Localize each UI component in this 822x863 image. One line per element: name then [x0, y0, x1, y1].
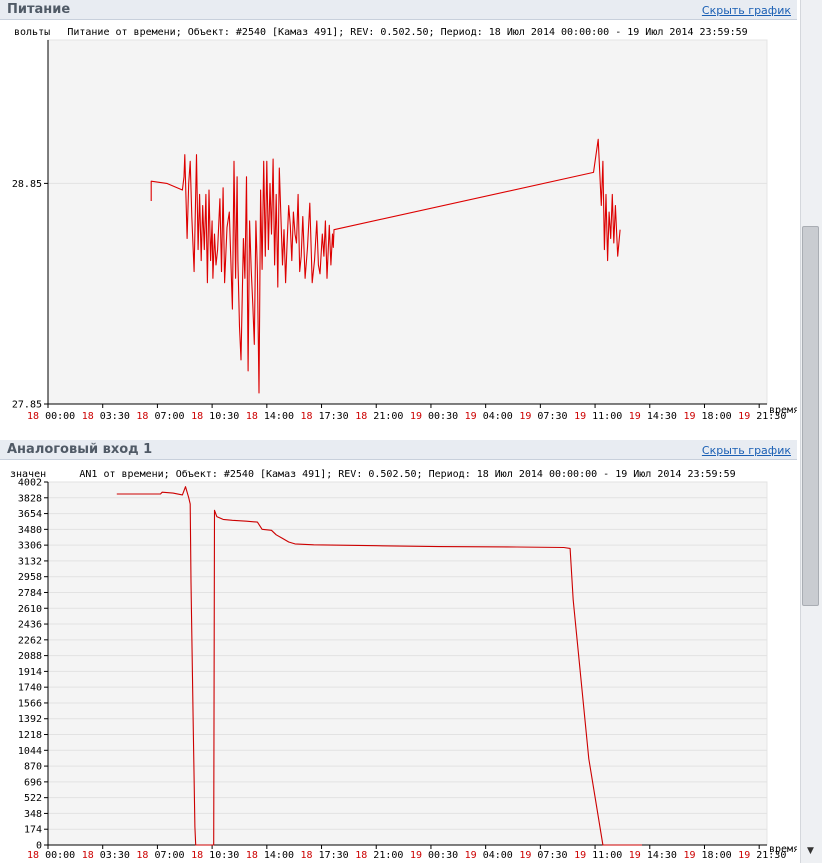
- y-tick-label: 1044: [18, 746, 42, 757]
- x-tick-label: 19 04:00: [465, 411, 513, 422]
- y-tick-label: 3306: [18, 541, 42, 552]
- chart-title: Питание от времени; Объект: #2540 [Камаз…: [67, 26, 747, 38]
- plot-area: [47, 39, 768, 405]
- y-tick-label: 0: [36, 841, 42, 852]
- y-tick-label: 1740: [18, 683, 42, 694]
- y-tick-label: 1566: [18, 698, 42, 709]
- scrollbar-thumb[interactable]: [802, 226, 819, 606]
- y-axis-label: значен: [10, 469, 46, 480]
- chart-title: AN1 от времени; Объект: #2540 [Камаз 491…: [79, 468, 735, 480]
- series-line: [116, 486, 642, 846]
- x-tick-label: 19 04:00: [465, 850, 513, 861]
- y-tick-label: 1218: [18, 730, 42, 741]
- x-tick-label: 18 21:00: [355, 850, 403, 861]
- x-tick-label: 18 21:00: [355, 411, 403, 422]
- x-axis-label: время: [769, 405, 797, 416]
- x-tick-label: 19 18:00: [683, 411, 731, 422]
- y-tick-label: 2610: [18, 604, 42, 615]
- x-tick-label: 18 07:00: [136, 411, 184, 422]
- x-tick-label: 19 21:30: [738, 411, 786, 422]
- y-tick-label: 696: [24, 777, 42, 788]
- plot-area: [47, 481, 768, 846]
- y-tick-label: 2784: [18, 588, 42, 599]
- y-tick-label: 870: [24, 762, 42, 773]
- analog-input-panel-title: Аналоговый вход 1: [7, 442, 153, 457]
- y-tick-label: 3654: [18, 509, 42, 520]
- y-tick-label: 2262: [18, 635, 42, 646]
- power-panel-title: Питание: [7, 2, 71, 17]
- x-tick-label: 19 00:30: [410, 411, 458, 422]
- x-tick-label: 19 14:30: [629, 411, 677, 422]
- series-line: [150, 138, 621, 394]
- y-tick-label: 28.85: [12, 179, 42, 190]
- y-tick-label: 27.85: [12, 400, 42, 411]
- x-tick-label: 18 10:30: [191, 411, 239, 422]
- power-chart: Питание от времени; Объект: #2540 [Камаз…: [12, 26, 797, 422]
- x-tick-label: 19 21:30: [738, 850, 786, 861]
- x-tick-label: 19 07:30: [519, 850, 567, 861]
- x-tick-label: 18 17:30: [301, 411, 349, 422]
- y-tick-label: 3132: [18, 556, 42, 567]
- hide-power-chart-link[interactable]: Скрыть график: [701, 4, 791, 17]
- y-tick-label: 1914: [18, 667, 42, 678]
- x-tick-label: 18 17:30: [301, 850, 349, 861]
- x-tick-label: 18 14:00: [246, 411, 294, 422]
- x-tick-label: 18 07:00: [136, 850, 184, 861]
- x-tick-label: 19 14:30: [629, 850, 677, 861]
- analog-input-panel-header: Аналоговый вход 1 Скрыть график: [0, 440, 797, 460]
- x-tick-label: 19 11:00: [574, 411, 622, 422]
- y-tick-label: 3480: [18, 525, 42, 536]
- x-tick-label: 19 07:30: [519, 411, 567, 422]
- analog-input-chart: AN1 от времени; Объект: #2540 [Камаз 491…: [10, 468, 797, 861]
- x-tick-label: 18 00:00: [27, 850, 75, 861]
- y-tick-label: 174: [24, 825, 42, 836]
- y-tick-label: 1392: [18, 714, 42, 725]
- x-tick-label: 18 00:00: [27, 411, 75, 422]
- x-tick-label: 18 14:00: [246, 850, 294, 861]
- hide-analog-chart-link[interactable]: Скрыть график: [701, 444, 791, 457]
- x-tick-label: 19 11:00: [574, 850, 622, 861]
- y-tick-label: 3828: [18, 493, 42, 504]
- y-tick-label: 2436: [18, 620, 42, 631]
- y-axis-label: вольты: [14, 27, 50, 38]
- x-tick-label: 19 18:00: [683, 850, 731, 861]
- scroll-down-arrow-icon[interactable]: ▼: [807, 846, 814, 856]
- x-tick-label: 18 10:30: [191, 850, 239, 861]
- y-tick-label: 522: [24, 793, 42, 804]
- y-tick-label: 2958: [18, 572, 42, 583]
- x-axis-label: время: [769, 844, 797, 855]
- x-tick-label: 19 00:30: [410, 850, 458, 861]
- power-panel-header: Питание Скрыть график: [0, 0, 797, 20]
- y-tick-label: 2088: [18, 651, 42, 662]
- x-tick-label: 18 03:30: [82, 411, 130, 422]
- y-tick-label: 348: [24, 809, 42, 820]
- x-tick-label: 18 03:30: [82, 850, 130, 861]
- y-tick-label: 4002: [18, 478, 42, 489]
